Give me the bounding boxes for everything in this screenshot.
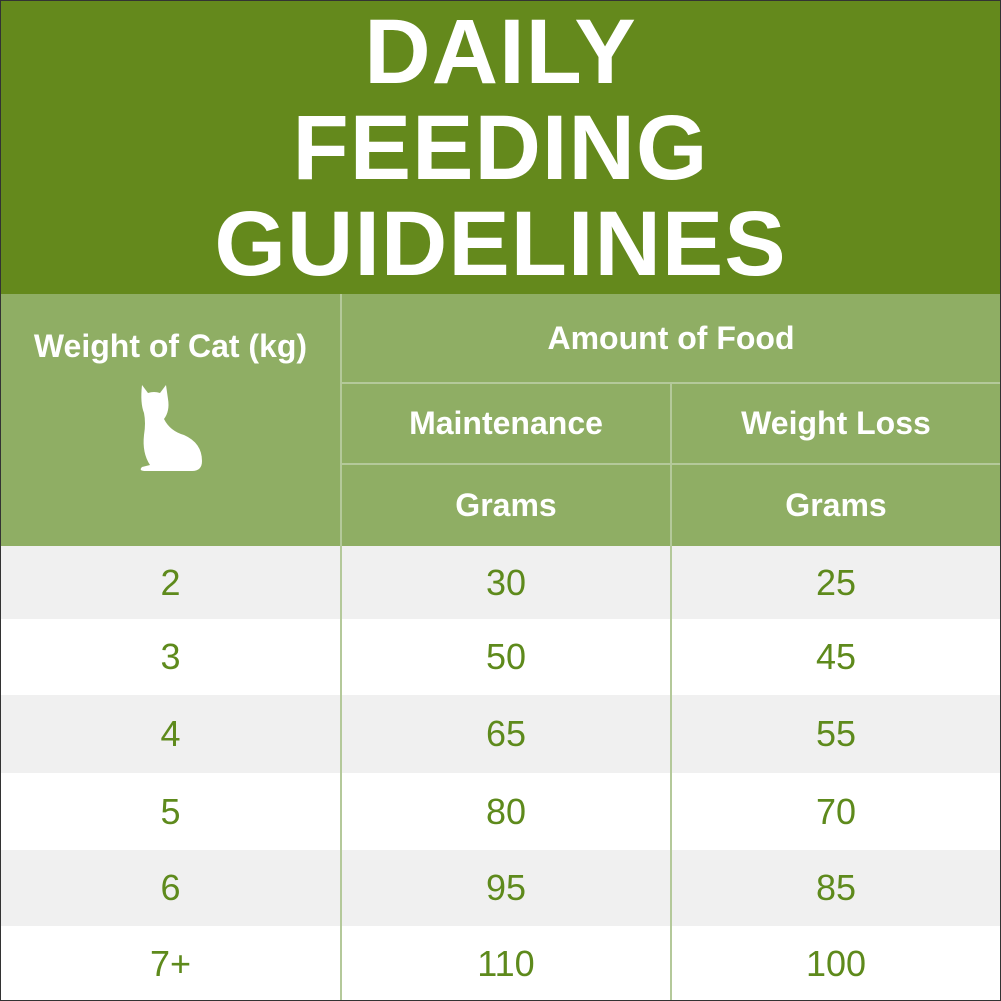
table-cell: 30 — [485, 561, 527, 603]
rule — [340, 294, 342, 1000]
table-cell: 55 — [815, 713, 857, 754]
table-cell: 4 — [160, 713, 181, 754]
table-cell: 3 — [160, 636, 181, 677]
row-background — [1, 546, 1000, 619]
table-cell: 95 — [485, 867, 527, 908]
amount-header: Amount of Food — [342, 294, 1000, 382]
table-cell: 6 — [160, 867, 181, 908]
table-cell: 100 — [805, 943, 867, 984]
column-header: Weight Loss — [672, 384, 1000, 463]
table-cell: 110 — [477, 943, 535, 984]
rule — [670, 382, 672, 1000]
banner: DAILY FEEDING GUIDELINES — [1, 1, 1000, 294]
row-background — [1, 695, 1000, 773]
table-cell: 50 — [485, 636, 527, 677]
weight-header-cell: Weight of Cat (kg) — [1, 294, 340, 546]
unit-header: Grams — [672, 465, 1000, 546]
table-cell: 70 — [815, 790, 857, 832]
cat-icon — [140, 384, 202, 471]
table-cell: 45 — [815, 636, 857, 677]
table-cell: 85 — [815, 867, 857, 908]
row-background — [1, 850, 1000, 926]
weight-header: Weight of Cat (kg) — [33, 327, 308, 364]
title: DAILY FEEDING GUIDELINES — [214, 0, 787, 295]
table-cell: 65 — [485, 713, 527, 754]
unit-header: Grams — [342, 465, 670, 546]
table-cell: 80 — [485, 790, 527, 832]
table-cell: 25 — [815, 561, 857, 603]
table-cell: 5 — [160, 790, 181, 832]
table-cell: 2 — [160, 561, 181, 603]
column-header: Maintenance — [342, 384, 670, 463]
table-cell: 7+ — [149, 943, 192, 984]
